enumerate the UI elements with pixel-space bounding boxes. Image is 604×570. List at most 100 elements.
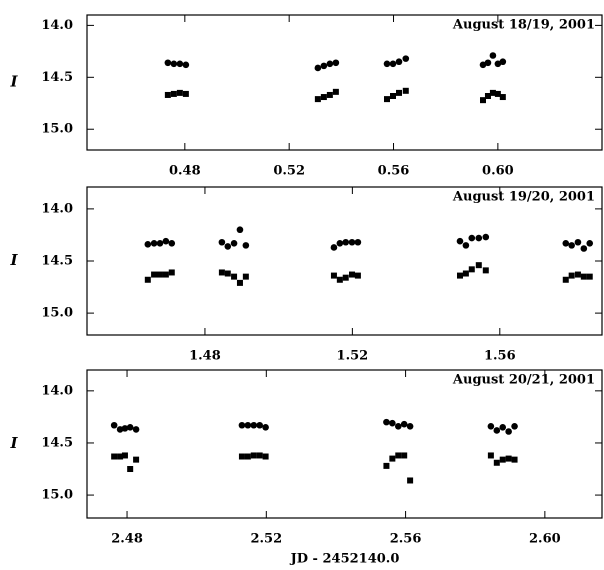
x-tick-label: 2.56 [390,532,422,547]
y-tick-label: 14.0 [41,18,73,33]
data-circle [456,237,464,245]
data-circle [230,239,238,247]
x-tick-label: 1.48 [189,349,221,364]
data-circle [256,421,263,429]
y-tick-label: 14.5 [41,254,73,269]
data-square [484,93,491,99]
data-square [236,279,243,286]
plot-frame [86,14,603,151]
panel-annotation: August 20/21, 2001 [452,373,595,388]
data-square [332,88,339,95]
data-circle [326,60,334,68]
x-tick-label: 2.48 [111,532,143,547]
data-square [342,274,349,281]
data-circle [332,59,340,67]
data-square [250,452,257,459]
data-circle [505,428,512,435]
data-square [396,89,402,96]
data-square [262,453,269,460]
data-square [568,272,575,279]
data-square [389,455,396,462]
panel-annotation: August 18/19, 2001 [452,18,595,33]
data-square [326,91,333,98]
data-circle [348,238,356,246]
data-square [224,270,231,277]
data-circle [250,421,258,429]
data-square [218,269,225,276]
data-square [574,271,581,278]
data-square [121,452,128,459]
data-square [144,276,151,283]
x-axis-label: JD - 2452140.0 [290,552,400,567]
x-tick-label: 0.60 [482,164,514,179]
data-square [111,453,118,460]
data-square [494,90,501,97]
data-square [384,96,390,103]
data-circle [383,60,391,68]
data-square [256,452,263,459]
data-circle [126,424,134,431]
data-circle [580,245,588,252]
data-circle [562,239,570,247]
data-circle [499,58,507,66]
data-circle [236,226,244,234]
data-square [242,273,249,280]
data-square [349,271,356,278]
data-circle [574,238,582,246]
data-circle [482,233,490,241]
x-tick-label: 1.52 [337,349,369,364]
data-circle [314,64,322,72]
data-circle [487,422,495,430]
data-square [127,466,134,473]
data-circle [479,61,487,69]
y-axis-label: I [9,73,18,91]
panel-annotation: August 19/20, 2001 [452,190,595,205]
data-circle [568,242,575,249]
data-square [354,272,361,279]
data-circle [242,242,250,249]
data-square [482,267,489,274]
plot-frame [86,186,603,336]
data-circle [394,422,402,430]
data-circle [238,421,246,429]
data-square [162,271,169,278]
data-circle [132,426,140,433]
data-square [176,89,183,96]
data-square [336,276,343,283]
data-circle [586,239,594,247]
data-circle [400,420,408,428]
data-square [493,459,500,466]
data-square [133,456,140,463]
data-square [489,89,496,96]
data-circle [489,52,497,59]
data-square [117,453,124,460]
x-tick-label: 0.52 [273,164,305,179]
data-circle [144,241,152,248]
data-square [170,90,177,97]
data-square [383,462,390,469]
data-square [499,456,506,463]
data-circle [389,419,396,427]
plot-frame [86,369,603,519]
x-tick-label: 0.48 [169,164,201,179]
data-circle [475,234,483,242]
data-circle [468,234,476,242]
data-circle [462,242,470,249]
x-tick-label: 0.56 [378,164,410,179]
data-circle [224,243,232,250]
data-square [182,90,189,97]
data-square [456,272,463,279]
x-tick-label: 1.56 [484,349,516,364]
data-square [499,94,506,101]
y-axis-label: I [9,251,18,269]
data-circle [164,59,172,67]
data-circle [354,238,362,246]
data-square [480,97,486,104]
data-circle [150,239,158,247]
y-tick-label: 14.5 [41,435,73,450]
y-tick-label: 14.0 [41,383,73,398]
data-circle [499,424,507,431]
data-square [407,477,414,484]
data-circle [493,427,501,434]
data-square [580,273,587,280]
